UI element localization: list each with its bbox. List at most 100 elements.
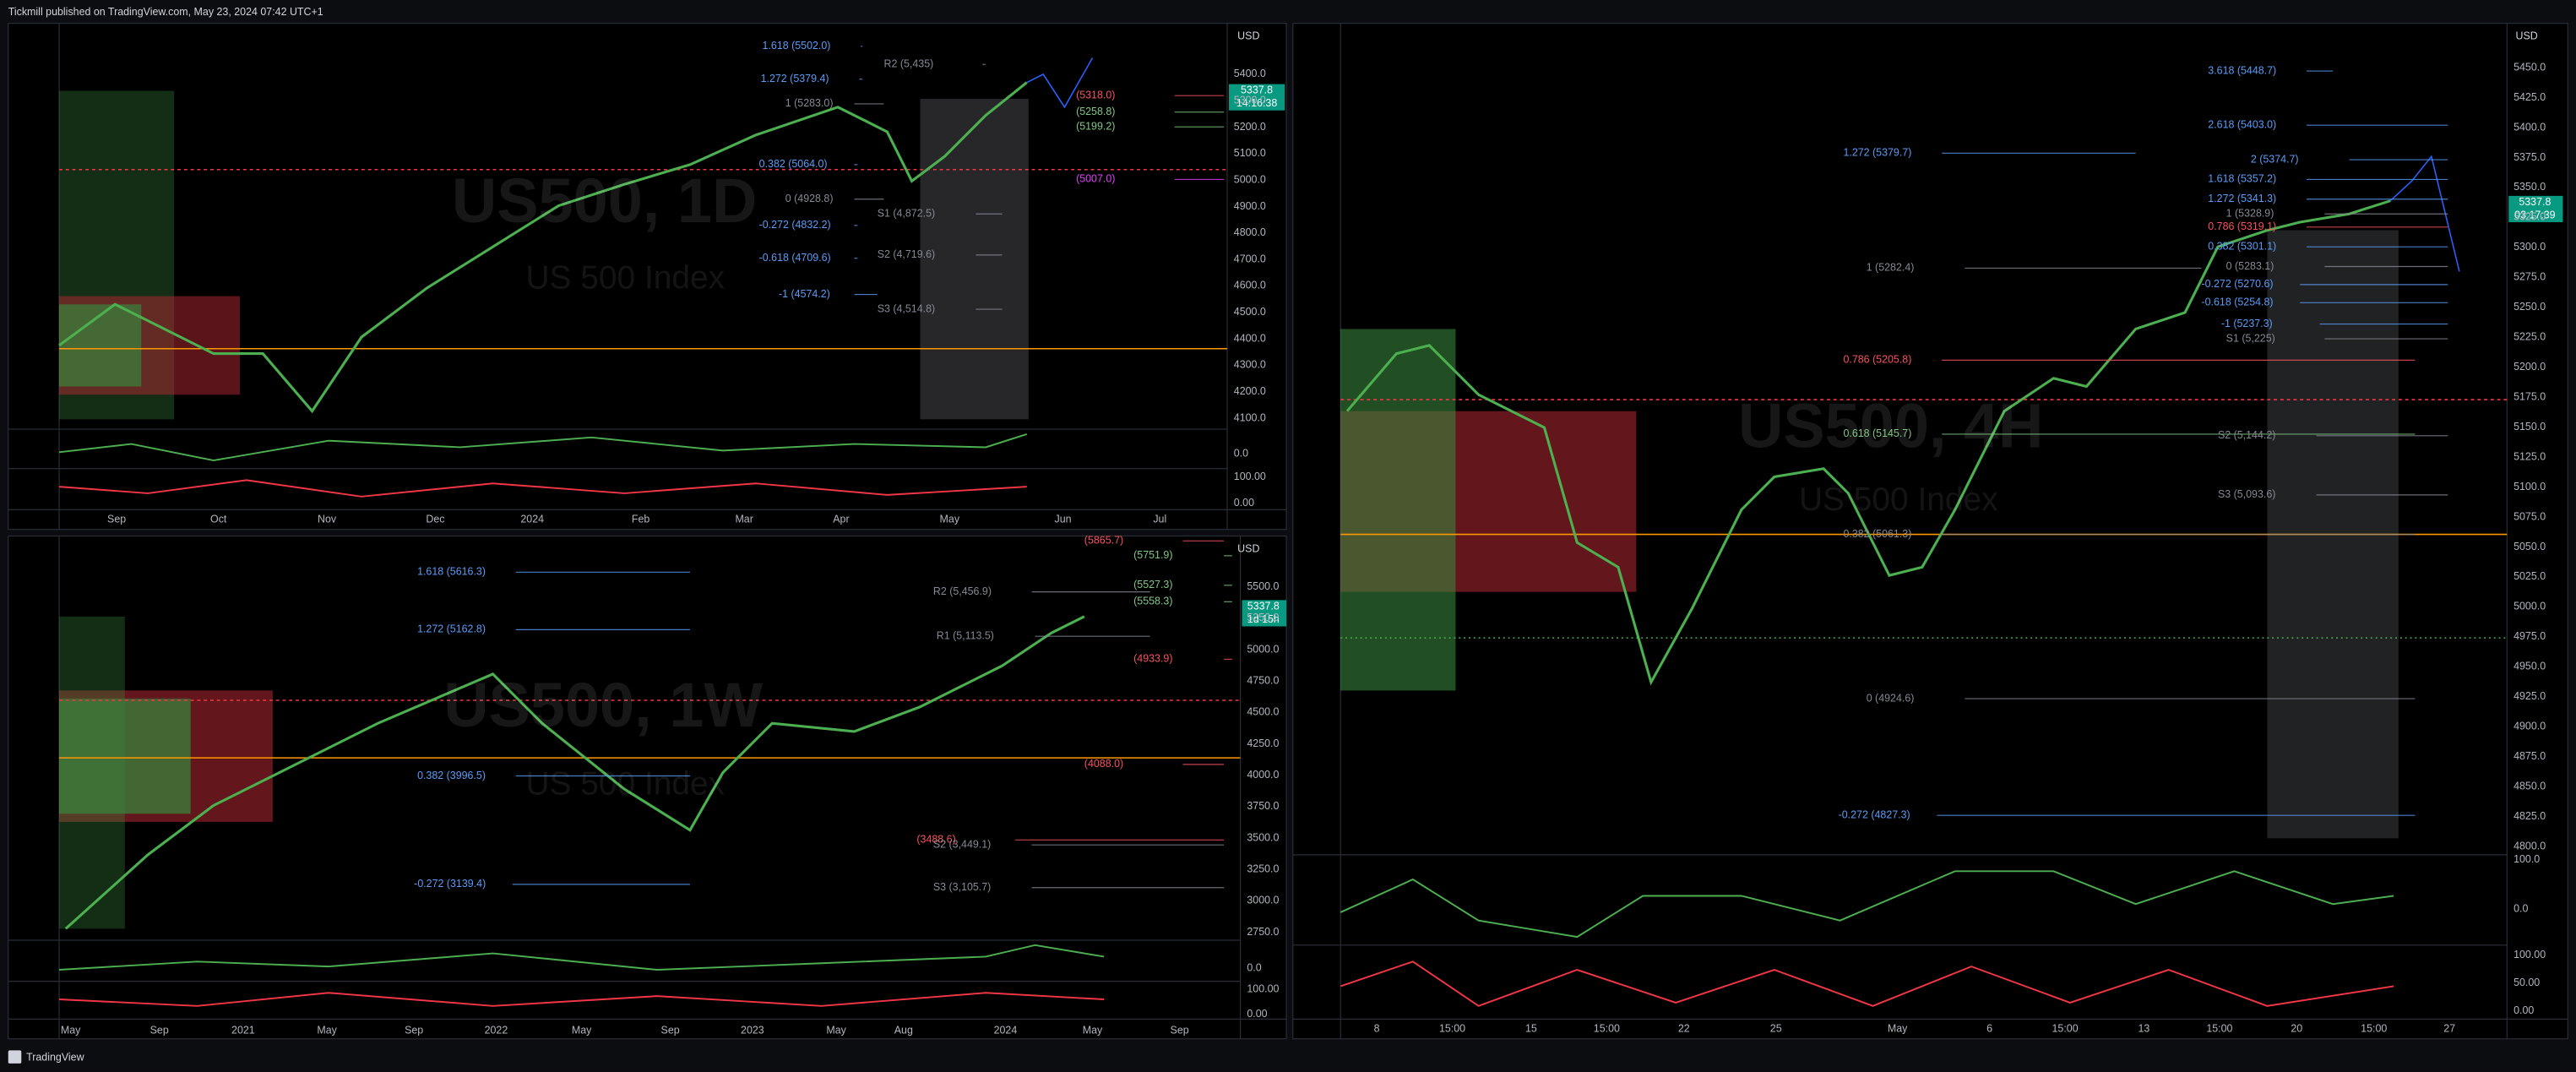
price-axis-label: 5000.0	[2514, 601, 2546, 612]
level-label: 1.272 (5379.4)	[761, 73, 829, 84]
footer-brand: TradingView	[26, 1051, 84, 1063]
price-path	[58, 57, 2460, 930]
indicator-axis-label: 0.0	[2514, 902, 2528, 914]
price-axis-label: 5200.0	[1234, 121, 1266, 133]
price-axis-label: 5100.0	[1234, 147, 1266, 159]
time-axis-label: 15:00	[2206, 1022, 2232, 1034]
level-label: (5318.0)	[1076, 89, 1115, 101]
price-axis-label: 5250.0	[1247, 612, 1279, 623]
level-label: 1.272 (5162.8)	[417, 623, 486, 635]
price-axis-label: 4800.0	[1234, 226, 1266, 238]
currency-label: USD	[1237, 542, 1259, 554]
indicator-axis-label: 100.0	[2514, 853, 2540, 865]
price-axis-label: 4975.0	[2514, 630, 2546, 642]
price-axis-label: 4925.0	[2514, 690, 2546, 702]
price-axis-label: 3500.0	[1247, 831, 1279, 843]
level-label: (4088.0)	[1084, 758, 1123, 770]
level-label: 1 (5282.4)	[1867, 262, 1915, 274]
price-axis-label: 5125.0	[2514, 450, 2546, 462]
price-axis-label: 3750.0	[1247, 800, 1279, 812]
price-axis-label: 4750.0	[1247, 675, 1279, 687]
time-axis-label: Aug	[894, 1024, 913, 1036]
price-axis-label: 5050.0	[2514, 541, 2546, 552]
level-label: (5258.8)	[1076, 106, 1115, 117]
price-axis-label: 5300.0	[1234, 95, 1266, 106]
indicator-axis-label: 100.00	[2514, 949, 2546, 960]
level-label: -0.272 (4827.3)	[1839, 808, 1910, 820]
time-axis-label: May	[1888, 1022, 1908, 1034]
level-label: 2 (5374.7)	[2251, 153, 2299, 165]
level-label: 1.618 (5357.2)	[2208, 173, 2276, 185]
level-label: 0 (4924.6)	[1867, 692, 1915, 704]
countdown: 03:17:39	[2514, 209, 2555, 220]
price-axis-label: 4825.0	[2514, 810, 2546, 822]
watermark: US500, 1W	[443, 670, 763, 740]
currency-label: USD	[2516, 30, 2538, 41]
time-axis-label: 22	[1678, 1022, 1690, 1034]
watermark-subtitle: US 500 Index	[525, 765, 725, 802]
watermark-subtitle: US 500 Index	[525, 259, 725, 296]
time-axis-label: Sep	[1171, 1024, 1189, 1036]
time-axis-label: 2021	[231, 1024, 255, 1036]
time-axis-label: Oct	[210, 513, 227, 525]
level-label: 1 (5283.0)	[785, 97, 834, 109]
level-label: -0.272 (5270.6)	[2202, 278, 2274, 290]
price-axis-label: 4300.0	[1234, 359, 1266, 371]
level-label: (5558.3)	[1133, 596, 1172, 607]
indicator-axis-label: 0.00	[1247, 1008, 1267, 1020]
level-label: S3 (3,105.7)	[933, 881, 991, 893]
level-label: S3 (4,514.8)	[878, 302, 935, 314]
level-label: -0.272 (3139.4)	[414, 878, 486, 890]
price-axis-label: 5150.0	[2514, 421, 2546, 433]
level-label: (5865.7)	[1084, 535, 1123, 547]
time-axis-label: 2022	[485, 1024, 508, 1036]
time-axis-label: May	[572, 1024, 592, 1036]
level-label: S1 (5,225)	[2226, 332, 2275, 344]
level-label: S2 (4,719.6)	[878, 248, 935, 260]
time-axis-label: 13	[2139, 1022, 2150, 1034]
time-axis-label: May	[940, 513, 960, 525]
time-axis-label: 27	[2443, 1022, 2455, 1034]
price-axis-label: 4950.0	[2514, 661, 2546, 672]
level-label: 0.382 (5301.1)	[2208, 240, 2276, 252]
price-axis-label: 4875.0	[2514, 750, 2546, 762]
time-axis-label: 15	[1525, 1022, 1537, 1034]
level-label: 0.382 (5064.0)	[759, 158, 828, 170]
time-axis-label: 2024	[994, 1024, 1018, 1036]
time-axis-label: Apr	[833, 513, 849, 525]
price-axis-label: 4700.0	[1234, 253, 1266, 264]
price-axis-label: 5200.0	[2514, 361, 2546, 373]
level-label: S2 (3,449.1)	[933, 838, 991, 850]
price-axis-label: 4800.0	[2514, 840, 2546, 852]
price-axis-label: 4500.0	[1234, 306, 1266, 318]
time-axis-label: May	[317, 1024, 337, 1036]
watermark: US500, 4H	[1738, 391, 2044, 461]
level-label: R2 (5,435)	[883, 58, 933, 70]
price-axis-label: 3000.0	[1247, 895, 1279, 906]
price-axis-label: 5250.0	[2514, 301, 2546, 313]
currency-label: USD	[1237, 30, 1259, 41]
indicator-axis-label: 0.00	[1234, 497, 1254, 509]
level-label: 0.786 (5205.8)	[1843, 354, 1911, 366]
price-tag: 5337.8	[1241, 84, 1273, 96]
time-axis-label: 15:00	[2361, 1022, 2387, 1034]
price-axis-label: 5325.0	[2514, 211, 2546, 223]
time-axis-label: Dec	[426, 513, 444, 525]
level-label: (4933.9)	[1133, 653, 1172, 665]
level-label: (5007.0)	[1076, 173, 1115, 185]
header-text: Tickmill published on TradingView.com, M…	[8, 6, 323, 18]
time-axis-label: 2023	[741, 1024, 764, 1036]
level-label: 1.272 (5379.7)	[1843, 147, 1911, 159]
level-label: -0.272 (4832.2)	[759, 219, 831, 231]
level-label: -0.618 (5254.8)	[2202, 297, 2274, 308]
time-axis-label: 15:00	[1439, 1022, 1465, 1034]
price-tags	[1228, 84, 2563, 627]
level-label: 1 (5328.9)	[2226, 208, 2274, 220]
time-axis-label: 20	[2291, 1022, 2302, 1034]
level-label: 0.382 (5061.3)	[1843, 528, 1911, 540]
time-axis-label: 25	[1770, 1022, 1782, 1034]
price-axis-label: 4400.0	[1234, 332, 1266, 344]
level-label: 0 (4928.8)	[785, 193, 834, 204]
